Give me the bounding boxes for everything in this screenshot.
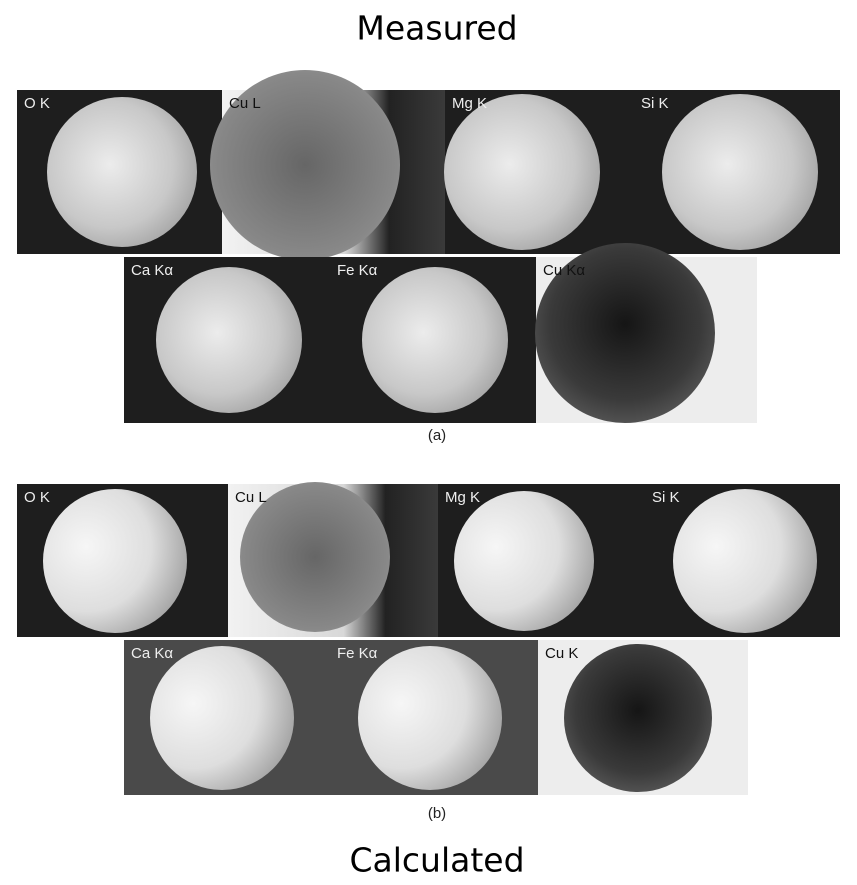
title-top: Measured — [356, 9, 517, 48]
sphere — [444, 94, 600, 250]
sphere — [150, 646, 294, 790]
sphere — [454, 491, 594, 631]
panel-label: Fe Kα — [337, 645, 378, 662]
sphere — [564, 644, 712, 792]
panel-label: Ca Kα — [131, 262, 173, 279]
sphere — [156, 267, 302, 413]
panel-label: Cu K — [545, 645, 578, 662]
panel-label: Mg K — [452, 95, 487, 112]
sphere — [662, 94, 818, 250]
figure: Measured Calculated O K Cu L Mg K Si K Ca Kα… — [0, 0, 857, 885]
sphere — [673, 489, 817, 633]
title-bottom: Calculated — [349, 841, 524, 880]
sphere — [43, 489, 187, 633]
panel-label: Cu L — [235, 489, 267, 506]
panel-label: Mg K — [445, 489, 480, 506]
panel-label: Cu Kα — [543, 262, 585, 279]
panel-label: Cu L — [229, 95, 261, 112]
caption: (b) — [428, 805, 446, 822]
sphere — [362, 267, 508, 413]
panel-label: O K — [24, 489, 50, 506]
panel-label: O K — [24, 95, 50, 112]
panel-label: Ca Kα — [131, 645, 173, 662]
caption: (a) — [428, 427, 446, 444]
panel-label: Si K — [641, 95, 669, 112]
panel-label: Si K — [652, 489, 680, 506]
sphere — [358, 646, 502, 790]
panel-label: Fe Kα — [337, 262, 378, 279]
sphere — [47, 97, 197, 247]
